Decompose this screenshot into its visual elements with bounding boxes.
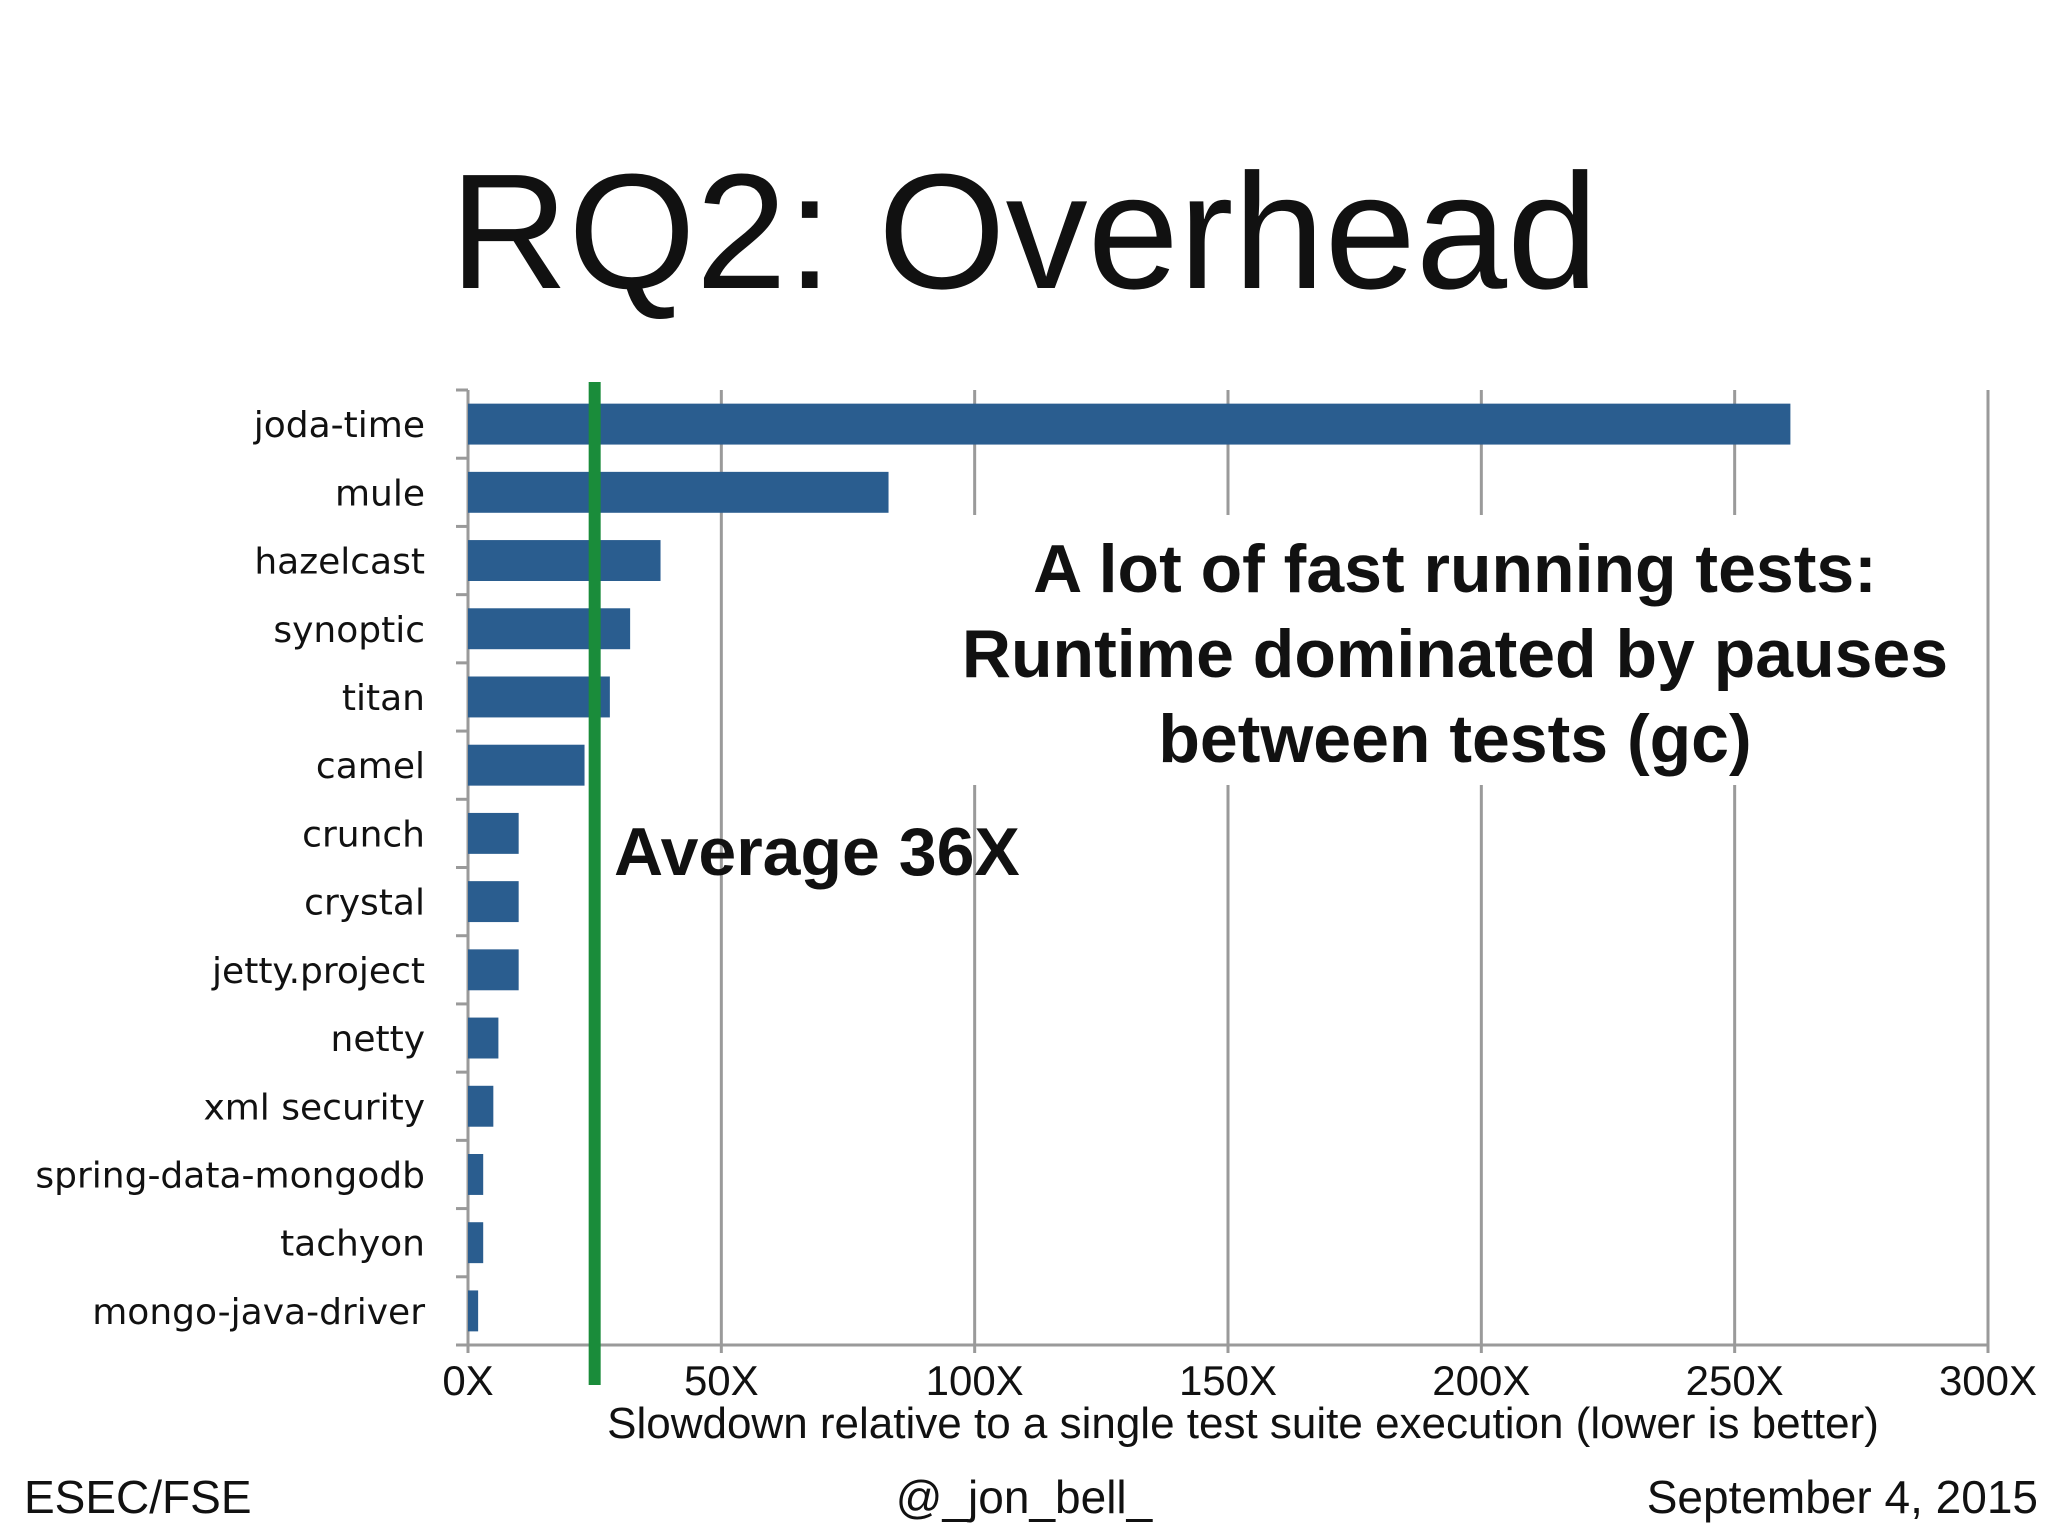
category-label: joda-time [253,405,425,446]
bar [468,949,519,991]
footer-venue: ESEC/FSE [24,1471,252,1523]
bar [468,403,1791,445]
bar [468,744,585,786]
x-tick-labels: 0X 50X 100X 150X 200X 250X 300X [442,1357,2037,1404]
bar [468,540,661,581]
bar [468,471,889,513]
category-label: xml security [203,1087,425,1128]
x-tick-label: 250X [1686,1357,1784,1404]
category-label: hazelcast [254,542,425,583]
footer-author: @_jon_bell_ [895,1471,1153,1523]
bar [468,1290,479,1332]
category-label: titan [342,678,425,719]
bar [468,812,519,854]
category-label: mongo-java-driver [92,1292,425,1333]
bar [468,881,519,923]
category-label: mule [335,473,425,514]
x-tick-label: 0X [442,1357,493,1404]
bar [468,1085,494,1127]
footer-date: September 4, 2015 [1646,1471,2038,1523]
category-label: crunch [302,814,425,855]
category-label: jetty.project [211,951,425,992]
annotation-line: between tests (gc) [1158,701,1751,777]
category-label: crystal [304,883,425,924]
x-tick-label: 300X [1939,1357,2037,1404]
category-labels: joda-time mule hazelcast synoptic titan camel… [35,405,425,1333]
x-tick-label: 200X [1432,1357,1530,1404]
bars [468,403,1791,1332]
bar [468,1017,499,1059]
annotation-backdrop [920,515,1985,785]
bar [468,676,610,718]
annotation-line: A lot of fast running tests: [1033,531,1877,607]
average-label: Average 36X [614,814,1020,890]
category-label: tachyon [280,1224,425,1265]
annotation: A lot of fast running tests: Runtime domi… [920,515,1985,785]
bar [468,1222,484,1264]
x-tick-label: 50X [684,1357,759,1404]
category-label: spring-data-mongodb [35,1155,425,1196]
x-tick-label: 100X [926,1357,1024,1404]
category-label: netty [331,1019,426,1060]
x-axis-label: Slowdown relative to a single test suite… [607,1399,1879,1448]
bar [468,608,631,650]
x-tick-label: 150X [1179,1357,1277,1404]
annotation-line: Runtime dominated by pauses [962,616,1948,692]
category-label: synoptic [273,610,425,651]
bar [468,1154,484,1195]
category-label: camel [316,746,425,787]
slide-title: RQ2: Overhead [449,140,1599,323]
